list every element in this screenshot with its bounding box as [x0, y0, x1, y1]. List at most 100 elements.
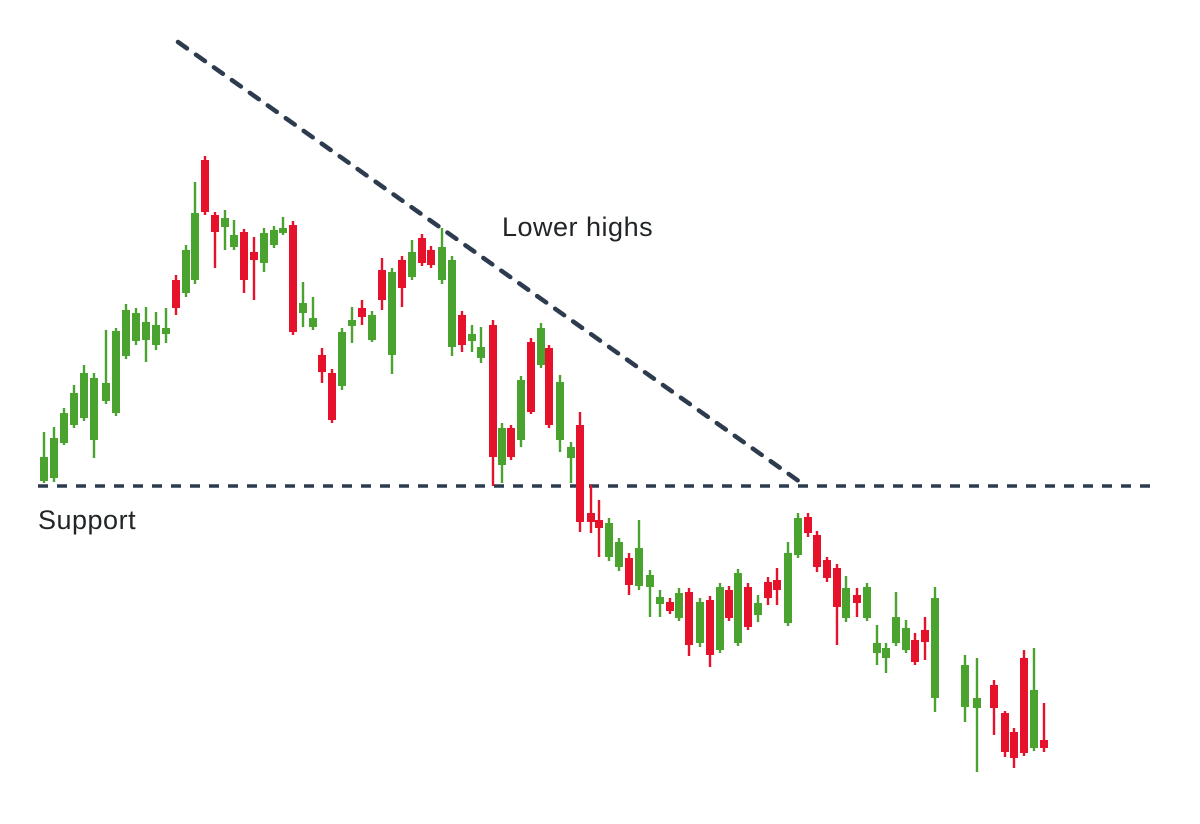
candle-body-up: [408, 252, 416, 277]
candle-body-up: [221, 218, 229, 227]
candle-body-down: [666, 602, 674, 611]
candle-body-up: [230, 235, 238, 247]
candle-body-down: [527, 342, 535, 412]
candle-body-up: [973, 698, 981, 708]
candle-body-up: [931, 598, 939, 698]
candle-body-up: [438, 247, 446, 280]
candle-body-down: [685, 592, 693, 645]
candle-body-up: [696, 602, 704, 643]
candle-body-up: [388, 272, 396, 355]
candle-body-up: [863, 587, 871, 618]
lower-highs-label: Lower highs: [502, 212, 654, 242]
candle-body-down: [764, 582, 772, 598]
candle-body-up: [734, 573, 742, 643]
candle-body-up: [892, 617, 900, 643]
candle-body-up: [498, 428, 506, 465]
candle-body-up: [961, 665, 969, 707]
candle-body-up: [615, 542, 623, 567]
candle-body-down: [804, 517, 812, 533]
candle-body-down: [507, 428, 515, 457]
candle-body-down: [427, 250, 435, 265]
candle-body-up: [842, 588, 850, 618]
candle-body-down: [250, 252, 258, 260]
candle-body-down: [990, 685, 998, 708]
candle-body-up: [309, 318, 317, 327]
candle-body-up: [112, 331, 120, 413]
candle-body-up: [90, 378, 98, 440]
candle-body-down: [833, 568, 841, 607]
candle-body-up: [80, 373, 88, 418]
candle-body-down: [318, 355, 326, 372]
candle-body-down: [725, 590, 733, 618]
candle-body-down: [211, 215, 219, 232]
candle-body-down: [1010, 732, 1018, 758]
candle-body-up: [556, 382, 564, 440]
candle-body-down: [823, 560, 831, 578]
candle-body-up: [754, 603, 762, 615]
candle-body-up: [635, 548, 643, 586]
candle-body-up: [675, 593, 683, 618]
candle-body-up: [260, 233, 268, 263]
candle-body-down: [921, 630, 929, 642]
lower-highs-trendline: [175, 39, 803, 485]
candle-body-down: [289, 225, 297, 332]
candle-body-up: [299, 303, 307, 313]
candle-body-up: [348, 320, 356, 326]
candle-body-down: [458, 315, 466, 345]
candle-body-down: [1040, 740, 1048, 748]
candle-body-up: [537, 328, 545, 365]
candle-body-down: [706, 600, 714, 655]
candle-body-down: [545, 348, 553, 425]
candle-body-up: [873, 643, 881, 653]
candle-body-down: [378, 270, 386, 300]
candle-body-down: [595, 520, 603, 528]
candle-body-down: [625, 558, 633, 585]
support-label: Support: [38, 505, 137, 535]
candle-body-up: [794, 518, 802, 555]
candle-body-up: [646, 575, 654, 587]
candle-body-up: [338, 332, 346, 386]
candle-body-up: [368, 315, 376, 340]
candle-body-up: [716, 587, 724, 650]
candle-body-up: [152, 325, 160, 345]
candle-body-up: [784, 553, 792, 623]
candle-body-down: [358, 308, 366, 317]
candle-body-down: [576, 425, 584, 522]
candle-body-down: [418, 238, 426, 263]
candle-body-down: [587, 513, 595, 522]
candle-body-down: [201, 160, 209, 212]
candle-body-down: [853, 595, 861, 603]
candle-body-down: [744, 587, 752, 627]
candle-body-down: [398, 260, 406, 288]
candle-body-up: [70, 393, 78, 425]
candle-body-up: [270, 230, 278, 245]
candle-body-up: [132, 313, 140, 341]
candle-body-up: [605, 523, 613, 557]
candle-body-down: [172, 280, 180, 308]
candle-body-down: [813, 535, 821, 567]
candle-body-up: [448, 260, 456, 347]
candle-body-up: [142, 322, 150, 340]
candle-body-up: [1030, 690, 1038, 748]
candle-body-up: [279, 228, 287, 233]
candle-body-down: [240, 232, 248, 280]
candle-body-up: [122, 310, 130, 356]
candle-body-down: [489, 325, 497, 457]
candle-body-up: [162, 328, 170, 334]
candle-body-up: [40, 457, 48, 481]
candle-body-up: [182, 250, 190, 293]
candle-body-up: [517, 380, 525, 440]
candle-body-up: [902, 628, 910, 650]
candle-body-up: [882, 648, 890, 658]
candle-body-down: [1020, 658, 1028, 753]
candle-body-down: [773, 580, 781, 590]
candle-body-up: [567, 447, 575, 458]
candle-body-up: [102, 383, 110, 401]
candle-body-up: [50, 438, 58, 478]
candle-body-down: [328, 373, 336, 420]
candle-body-up: [468, 334, 476, 341]
candle-body-down: [911, 640, 919, 662]
candle-body-up: [191, 213, 199, 280]
